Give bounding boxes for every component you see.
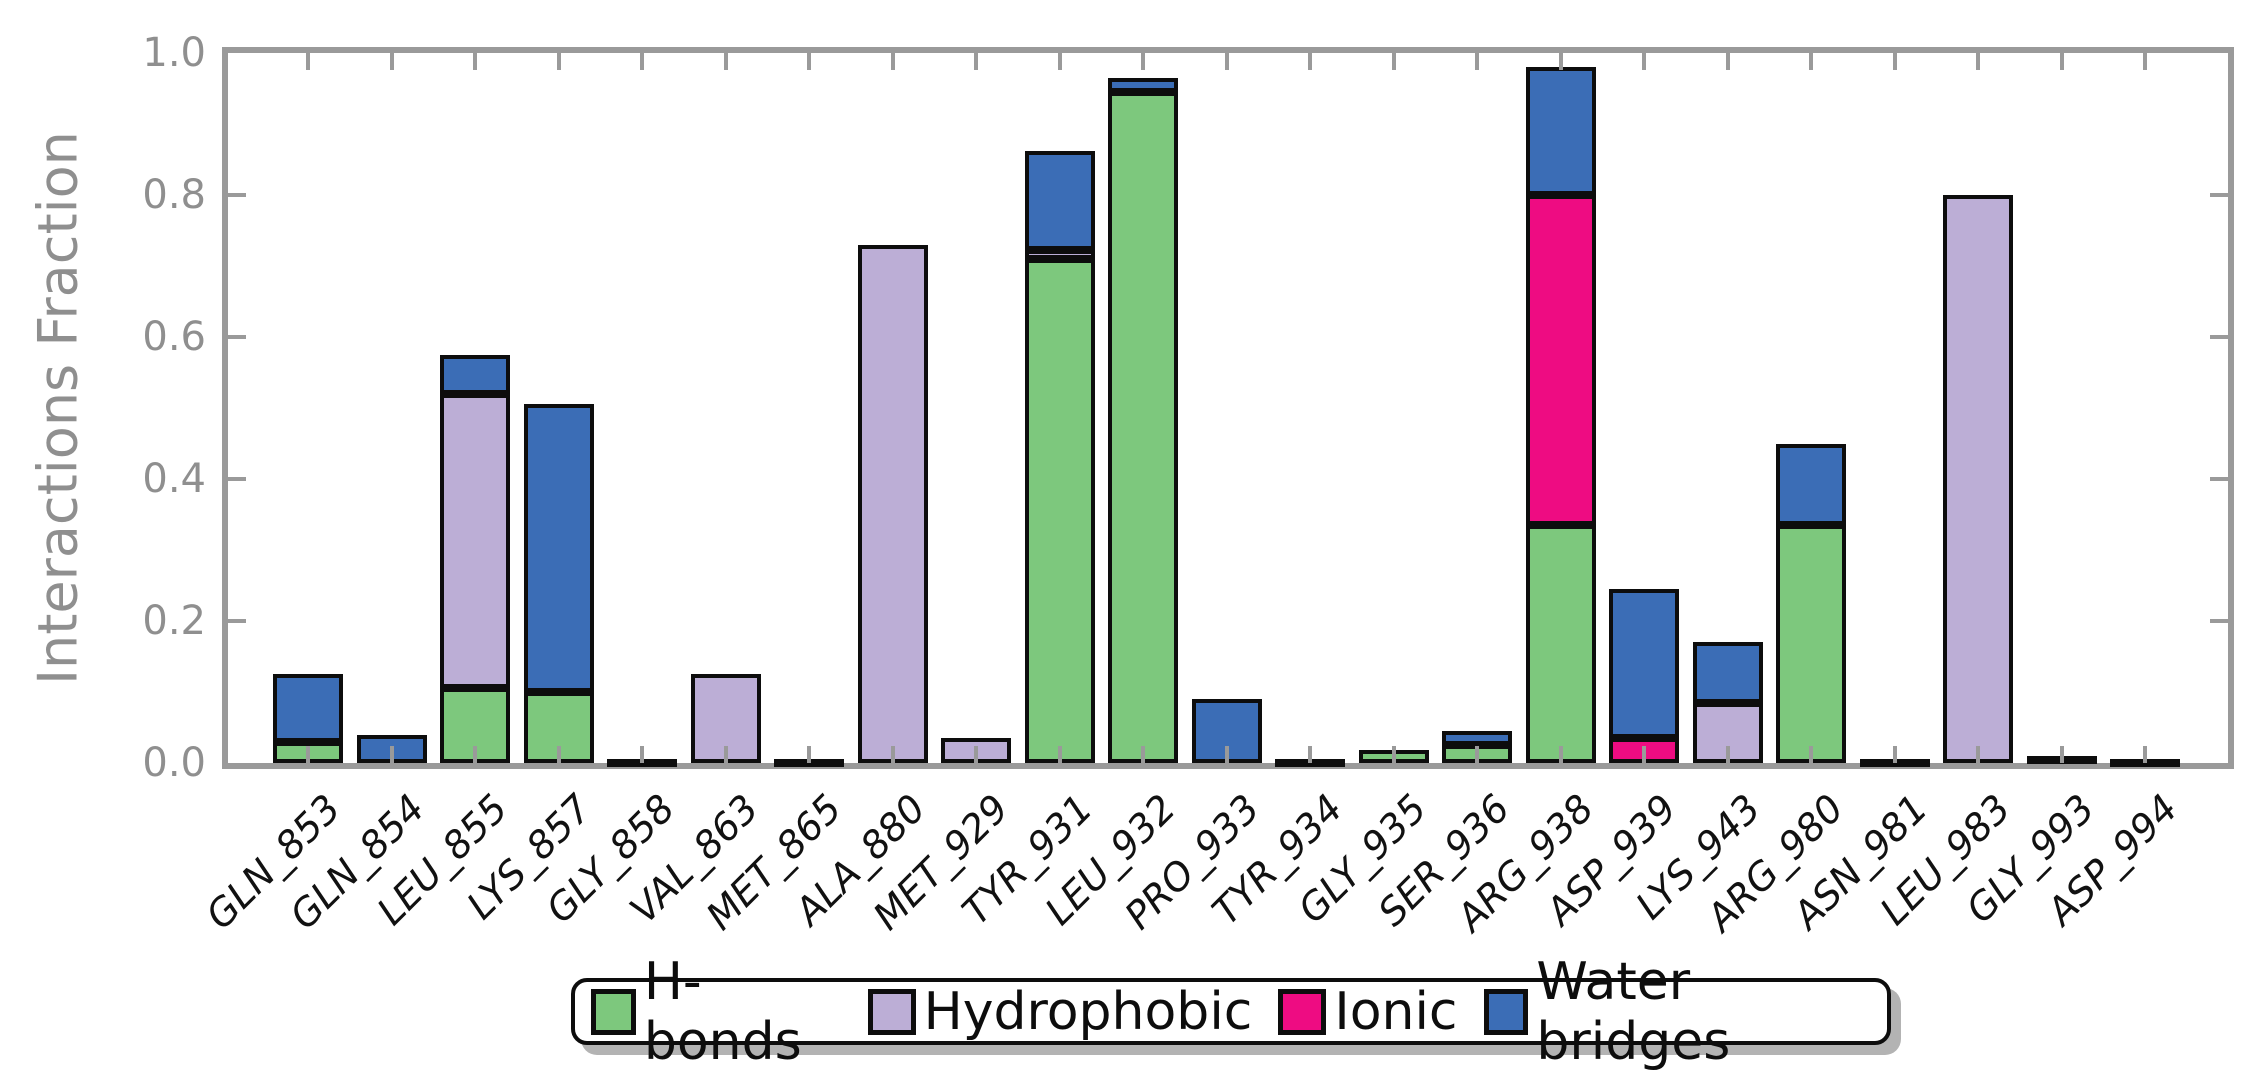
bar-segment xyxy=(440,393,510,689)
bar-segment xyxy=(1525,195,1596,526)
tick-mark xyxy=(228,619,246,623)
bar-segment xyxy=(1442,731,1512,746)
bar-segment xyxy=(1108,92,1178,763)
legend-swatch-icon xyxy=(1278,988,1327,1035)
bar-segment xyxy=(523,692,594,763)
tick-mark xyxy=(556,746,561,763)
tick-mark xyxy=(228,193,246,197)
y-tick-label: 0.2 xyxy=(142,598,206,644)
legend-item: Water bridges xyxy=(1483,951,1871,1072)
tick-mark xyxy=(1558,53,1563,70)
tick-mark xyxy=(1141,746,1145,763)
y-tick-label: 0.6 xyxy=(142,314,206,360)
tick-mark xyxy=(1809,746,1813,763)
tick-mark xyxy=(389,746,394,763)
bar-segment xyxy=(1024,250,1095,259)
tick-mark xyxy=(2143,746,2147,763)
tick-mark xyxy=(2210,193,2228,197)
tick-mark xyxy=(1892,746,1897,763)
tick-mark xyxy=(2143,53,2147,70)
tick-mark xyxy=(723,53,728,70)
y-tick-label: 1.0 xyxy=(142,30,206,76)
tick-mark xyxy=(974,53,978,70)
bar-segment xyxy=(1776,525,1846,763)
tick-mark xyxy=(2210,619,2228,623)
tick-mark xyxy=(1976,53,1980,70)
legend-swatch-icon xyxy=(867,988,916,1035)
tick-mark xyxy=(2210,477,2228,481)
bar-segment xyxy=(1525,525,1596,763)
bar-segment xyxy=(1024,258,1095,763)
legend-swatch-icon xyxy=(1483,988,1529,1035)
bar-segment xyxy=(1024,150,1095,251)
tick-mark xyxy=(473,746,477,763)
bar-segment xyxy=(1692,642,1763,703)
tick-mark xyxy=(2210,335,2228,339)
tick-mark xyxy=(974,746,978,763)
tick-mark xyxy=(1224,746,1229,763)
y-tick-label: 0.4 xyxy=(142,456,206,502)
tick-mark xyxy=(1057,53,1062,70)
tick-mark xyxy=(807,53,811,70)
bar-segment xyxy=(523,404,594,692)
tick-mark xyxy=(1308,53,1312,70)
tick-mark xyxy=(2059,53,2064,70)
legend-item: Hydrophobic xyxy=(867,981,1253,1042)
tick-mark xyxy=(1558,746,1563,763)
tick-mark xyxy=(1892,53,1897,70)
bar-segment xyxy=(273,674,343,742)
bar-segment xyxy=(1609,589,1679,739)
tick-mark xyxy=(228,335,246,339)
legend-label: Water bridges xyxy=(1536,951,1731,1072)
tick-mark xyxy=(1976,746,1980,763)
tick-mark xyxy=(1475,53,1479,70)
tick-mark xyxy=(389,53,394,70)
tick-mark xyxy=(1057,746,1062,763)
tick-mark xyxy=(2059,746,2064,763)
y-tick-label: 0.8 xyxy=(142,172,206,218)
tick-mark xyxy=(1141,53,1145,70)
tick-mark xyxy=(1642,746,1646,763)
legend-label: H-bonds xyxy=(643,951,802,1072)
bar-segment xyxy=(1525,67,1596,195)
bar-segment xyxy=(1108,77,1178,93)
tick-mark xyxy=(1809,53,1813,70)
legend-label: Hydrophobic xyxy=(923,981,1253,1042)
legend-swatch-icon xyxy=(591,988,636,1035)
tick-mark xyxy=(1308,746,1312,763)
tick-mark xyxy=(890,53,895,70)
bar-segment xyxy=(857,244,928,763)
tick-mark xyxy=(306,746,310,763)
tick-mark xyxy=(1725,746,1730,763)
legend-item: Ionic xyxy=(1278,981,1458,1042)
tick-mark xyxy=(640,746,644,763)
interactions-fraction-chart: Interactions Fraction 0.0 0.2 0.4 0.6 0.8 1.0… xyxy=(26,30,2234,1072)
bar-segment xyxy=(440,354,510,394)
tick-mark xyxy=(807,746,811,763)
tick-mark xyxy=(640,53,644,70)
y-tick-label: 0.0 xyxy=(142,740,206,786)
legend: H-bonds Hydrophobic Ionic Water bridges xyxy=(571,952,1891,1072)
tick-mark xyxy=(556,53,561,70)
tick-mark xyxy=(306,53,310,70)
tick-mark xyxy=(473,53,477,70)
tick-mark xyxy=(723,746,728,763)
bar-segment xyxy=(1943,195,2013,763)
tick-mark xyxy=(1725,53,1730,70)
legend-item: H-bonds xyxy=(591,952,842,1072)
tick-mark xyxy=(228,477,246,481)
tick-mark xyxy=(1642,53,1646,70)
legend-label: Ionic xyxy=(1334,981,1458,1042)
tick-mark xyxy=(1224,53,1229,70)
tick-mark xyxy=(1391,53,1396,70)
bar-segment xyxy=(1776,443,1846,526)
tick-mark xyxy=(890,746,895,763)
tick-mark xyxy=(1475,746,1479,763)
plot-area xyxy=(222,47,2234,769)
tick-mark xyxy=(1391,746,1396,763)
